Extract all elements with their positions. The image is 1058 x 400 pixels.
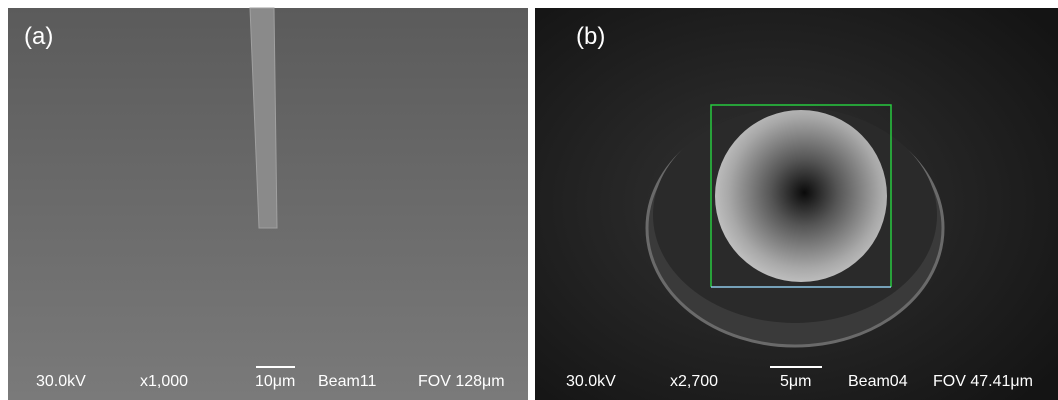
scale: 10μm <box>255 373 295 390</box>
beam: Beam11 <box>318 373 377 390</box>
voltage: 30.0kV <box>566 373 616 390</box>
magnification: x1,000 <box>140 373 188 390</box>
voltage: 30.0kV <box>36 373 86 390</box>
fov: FOV 128μm <box>418 373 505 390</box>
magnification: x2,700 <box>670 373 718 390</box>
fov: FOV 47.41μm <box>933 373 1033 390</box>
fiber-end <box>715 110 887 282</box>
panel-b: (b) 30.0kV x2,700 5μm Beam04 FOV 47.41μm <box>535 8 1058 400</box>
panel-a: (a) 30.0kV x1,000 10μm Beam11 FOV 128μm <box>8 8 528 400</box>
figure: (a) 30.0kV x1,000 10μm Beam11 FOV 128μm … <box>0 0 1058 400</box>
beam: Beam04 <box>848 373 908 390</box>
panel-label: (a) <box>24 23 53 50</box>
scale: 5μm <box>780 373 811 390</box>
panel-label: (b) <box>576 23 605 50</box>
